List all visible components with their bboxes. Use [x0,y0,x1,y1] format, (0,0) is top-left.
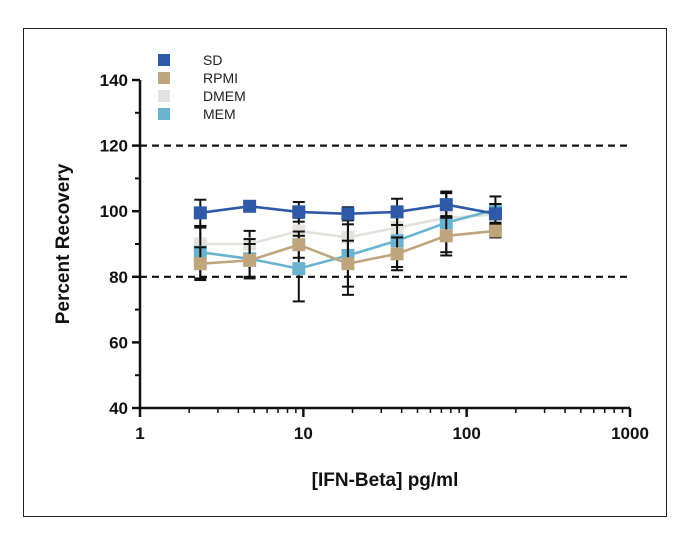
data-point [292,238,306,252]
data-point [341,257,355,271]
legend-swatch-rpmi [158,72,170,84]
data-point [439,198,453,212]
legend-label-dmem: DMEM [203,88,246,104]
legend-swatch-sd [158,54,170,66]
x-axis-title: [IFN-Beta] pg/ml [312,470,459,491]
data-point [243,199,257,213]
x-tick-label: 100 [452,424,480,443]
legend-label-sd: SD [203,52,222,68]
data-point [243,253,257,267]
data-point [292,205,306,219]
y-tick-label: 80 [109,268,128,287]
y-axis-title: Percent Recovery [53,163,74,324]
legend-label-mem: MEM [203,106,236,122]
legend-swatch-mem [158,108,170,120]
legend-swatch-dmem [158,90,170,102]
y-tick-label: 60 [109,333,128,352]
legend-label-rpmi: RPMI [203,70,238,86]
data-point [193,257,207,271]
y-tick-label: 100 [100,202,128,221]
data-point [488,207,502,221]
chart-frame [23,28,667,517]
x-tick-label: 10 [294,424,313,443]
data-point [341,207,355,221]
data-point [439,229,453,243]
data-point [390,247,404,261]
data-point [292,262,306,276]
data-point [488,224,502,238]
x-tick-label: 1000 [611,424,649,443]
y-tick-label: 120 [100,137,128,156]
legend: SD RPMI DMEM MEM [158,52,246,122]
series-sd [193,190,502,227]
series-layer [193,190,502,303]
data-point [390,205,404,219]
y-tick-label: 140 [100,71,128,90]
y-tick-label: 40 [109,399,128,418]
reference-lines [140,144,630,278]
x-tick-label: 1 [135,424,144,443]
ticks: 40 60 80 100 120 140 1 10 100 1000 [100,71,649,443]
series-rpmi [193,215,502,288]
data-point [193,206,207,220]
